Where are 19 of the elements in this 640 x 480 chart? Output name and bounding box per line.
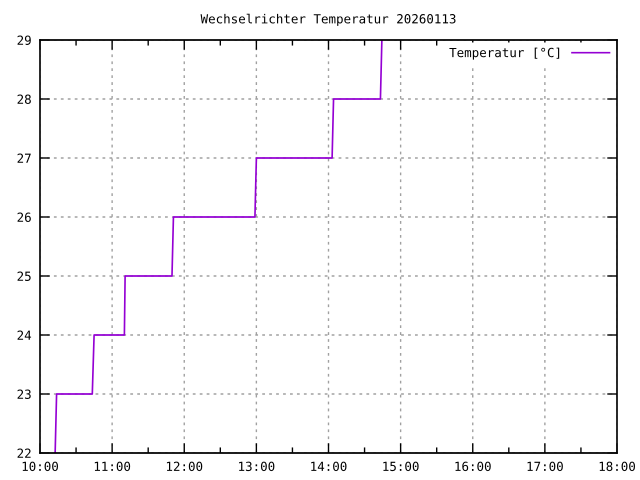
x-tick-label: 18:00 (600, 462, 636, 472)
x-tick-label: 16:00 (455, 462, 491, 472)
y-tick-label: 22 (18, 448, 31, 458)
chart-title: Wechselrichter Temperatur 20260113 (200, 14, 456, 26)
legend-label: Temperatur [°C] (449, 48, 560, 60)
x-tick-label: 15:00 (383, 462, 419, 472)
y-tick-label: 27 (18, 154, 31, 163)
x-tick-label: 11:00 (94, 462, 130, 472)
y-tick-label: 28 (18, 94, 31, 104)
y-tick-label: 23 (18, 390, 31, 399)
y-tick-label: 26 (18, 212, 31, 222)
y-tick-label: 29 (18, 36, 31, 45)
x-tick-label: 13:00 (239, 462, 274, 472)
x-tick-label: 12:00 (166, 462, 202, 472)
y-tick-label: 24 (18, 330, 32, 340)
y-tick-label: 25 (18, 272, 31, 281)
x-tick-label: 10:00 (22, 462, 58, 472)
x-tick-label: 17:00 (528, 462, 563, 472)
x-tick-label: 14:00 (311, 462, 347, 472)
